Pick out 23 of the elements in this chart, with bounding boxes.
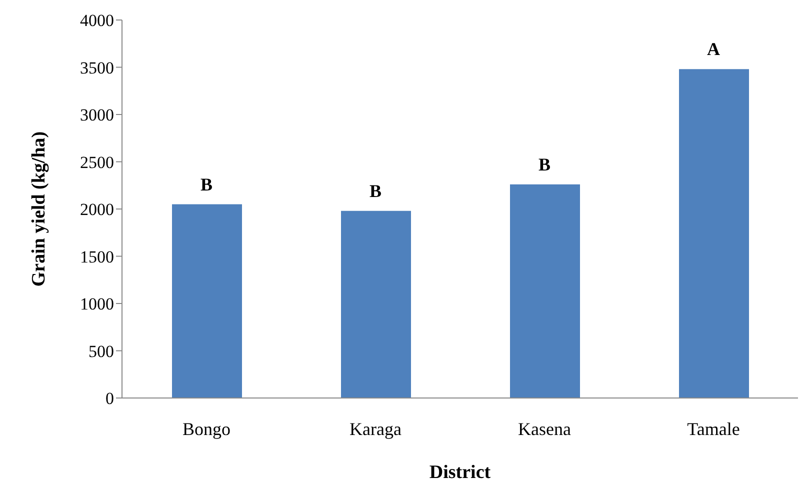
y-tick-label: 3500 [80, 58, 114, 78]
annotation: B [369, 180, 382, 201]
annotation: A [707, 39, 720, 60]
annotation: B [538, 154, 551, 174]
y-tick-label: 1000 [80, 294, 114, 314]
bar [679, 69, 749, 398]
x-tick-label: Tamale [687, 418, 740, 439]
y-tick-label: 4000 [80, 11, 114, 30]
y-tick-label: 500 [88, 342, 114, 361]
x-tick-label: Bongo [182, 418, 231, 439]
bar [510, 184, 580, 398]
y-tick-label: 1500 [80, 247, 114, 266]
y-tick-label: 3000 [80, 106, 114, 125]
y-tick-label: 2500 [80, 152, 114, 172]
bar [341, 210, 411, 398]
y-tick-label: 2000 [80, 200, 114, 220]
bar [172, 204, 242, 398]
x-tick-label: Karaga [350, 418, 402, 439]
annotation: B [200, 174, 213, 194]
x-tick-label: Kasena [518, 418, 571, 439]
y-axis-title: Grain yield (kg/ha) [28, 131, 50, 287]
y-tick-label: 0 [106, 389, 114, 408]
x-axis-title: District [429, 462, 492, 483]
